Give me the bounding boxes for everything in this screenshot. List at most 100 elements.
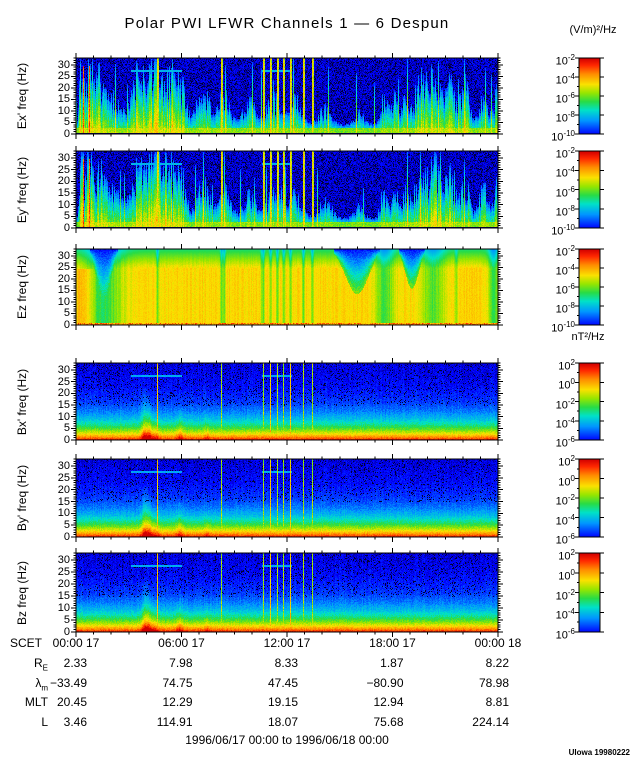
ephemeris-value: 18.07 xyxy=(267,715,298,730)
ephemeris-value: 74.75 xyxy=(162,675,193,690)
colorbar-tick-label: 10-6 xyxy=(555,184,575,200)
y-tick-label: 10 xyxy=(57,602,70,615)
spectrogram-canvas-ey xyxy=(76,151,498,228)
x-tick-label: 12:00 17 xyxy=(263,636,311,650)
y-tick-label: 20 xyxy=(57,387,70,400)
y-tick-label: 30 xyxy=(57,152,70,164)
magnetic-unit-label: nT²/Hz xyxy=(571,331,605,343)
y-tick-label: 30 xyxy=(57,364,70,376)
x-tick-label: 00:00 17 xyxy=(52,636,100,650)
colorbar-tick-label: 100 xyxy=(558,567,575,583)
colorbar-tick-label: 10-2 xyxy=(555,493,575,508)
ephemeris-row-label: MLT xyxy=(24,695,48,710)
spectrogram-canvas-by xyxy=(76,459,498,537)
y-tick-label: 20 xyxy=(57,272,70,285)
spectrogram-canvas-ex xyxy=(76,58,498,134)
colorbar-tick-label: 10-6 xyxy=(555,532,575,547)
colorbar-magnetic xyxy=(579,459,600,537)
y-tick-label: 0 xyxy=(63,626,70,638)
y-axis-label: Ex' freq (Hz) xyxy=(15,62,29,130)
colorbar-frame xyxy=(575,458,604,538)
ephemeris-value: 114.91 xyxy=(156,715,193,730)
y-axis-label: Ez freq (Hz) xyxy=(15,254,29,320)
colorbar-tick-label: 10-4 xyxy=(555,263,575,278)
x-tick-label: 06:00 17 xyxy=(158,636,205,650)
colorbar-tick-label: 10-10 xyxy=(551,129,575,144)
y-tick-label: 30 xyxy=(57,58,70,71)
y-tick-label: 0 xyxy=(63,434,70,446)
x-tick-label: 00:00 18 xyxy=(474,636,522,650)
y-tick-label: 15 xyxy=(57,93,70,106)
colorbar-electric xyxy=(579,249,600,325)
ephemeris-value: 1.87 xyxy=(380,656,404,670)
spectrogram-canvas-ez xyxy=(76,249,498,325)
colorbar-tick-label: 10-2 xyxy=(555,146,575,161)
y-tick-label: 5 xyxy=(63,307,70,320)
y-tick-label: 10 xyxy=(57,104,70,117)
colorbar-magnetic xyxy=(579,553,600,632)
ephemeris-value: 12.29 xyxy=(162,695,193,710)
colorbar-tick-label: 100 xyxy=(558,377,575,392)
colorbar-frame xyxy=(575,248,604,326)
y-tick-label: 10 xyxy=(57,198,70,211)
y-tick-label: 15 xyxy=(57,187,70,199)
time-range-label: 1996/06/17 00:00 to 1996/06/18 00:00 xyxy=(185,733,389,747)
y-tick-label: 25 xyxy=(57,261,70,274)
ephemeris-value: 19.15 xyxy=(267,695,298,710)
y-tick-label: 25 xyxy=(57,163,70,176)
y-tick-label: 10 xyxy=(57,507,70,520)
ephemeris-value: 8.81 xyxy=(485,695,509,710)
y-tick-label: 0 xyxy=(63,128,70,140)
spectrogram-canvas-bx xyxy=(76,363,498,440)
colorbar-tick-label: 10-4 xyxy=(555,165,575,180)
ephemeris-value: 7.98 xyxy=(169,656,193,670)
y-tick-label: 25 xyxy=(57,471,70,484)
colorbar-tick-label: 10-6 xyxy=(555,91,575,106)
colorbar-tick-label: 10-8 xyxy=(555,203,575,219)
colorbar-tick-label: 100 xyxy=(558,473,575,489)
panel-axes xyxy=(71,244,503,330)
colorbar-tick-label: 10-10 xyxy=(551,223,575,238)
colorbar-frame xyxy=(575,57,604,135)
ephemeris-value: 12.94 xyxy=(373,695,404,710)
colorbar-tick-label: 10-8 xyxy=(555,301,575,316)
colorbar-tick-label: 10-4 xyxy=(555,607,575,622)
y-tick-label: 5 xyxy=(63,116,70,129)
ephemeris-value: 2.33 xyxy=(63,656,87,670)
y-tick-label: 5 xyxy=(63,614,70,627)
ephemeris-row-label: RE xyxy=(33,656,48,673)
colorbar-tick-label: 10-6 xyxy=(555,282,575,297)
electric-unit-label: (V/m)²/Hz xyxy=(569,24,617,36)
ephemeris-value: 75.68 xyxy=(373,715,404,730)
colorbar-tick-label: 10-4 xyxy=(555,512,575,528)
colorbar-electric xyxy=(579,151,600,228)
spectrogram-canvas-bz xyxy=(76,553,498,632)
panel-axes xyxy=(71,53,503,139)
ephemeris-value: 3.46 xyxy=(63,715,87,730)
colorbar-frame xyxy=(575,552,604,633)
colorbar-frame xyxy=(575,150,604,229)
y-tick-label: 25 xyxy=(57,70,70,83)
panel-axes xyxy=(71,146,503,233)
y-tick-label: 20 xyxy=(57,175,70,188)
y-tick-label: 20 xyxy=(57,81,70,94)
colorbar-tick-label: 102 xyxy=(558,358,575,373)
y-tick-label: 30 xyxy=(57,460,70,473)
colorbar-tick-label: 10-2 xyxy=(555,53,575,68)
credit-label: UIowa 19980222 xyxy=(568,748,630,757)
y-tick-label: 25 xyxy=(57,566,70,579)
colorbar-tick-label: 10-6 xyxy=(555,435,575,450)
colorbar-tick-label: 10-10 xyxy=(551,320,575,335)
ephemeris-value: 8.22 xyxy=(485,656,509,670)
y-tick-label: 15 xyxy=(57,495,70,508)
y-tick-label: 25 xyxy=(57,375,70,388)
y-axis-label: Ey' freq (Hz) xyxy=(15,156,29,223)
y-tick-label: 5 xyxy=(63,422,70,435)
colorbar-tick-label: 10-6 xyxy=(555,627,575,642)
y-tick-label: 15 xyxy=(57,590,70,603)
ephemeris-value: 47.45 xyxy=(267,675,298,690)
colorbar-tick-label: 10-2 xyxy=(555,244,575,259)
y-tick-label: 5 xyxy=(63,519,70,532)
colorbar-frame xyxy=(575,362,604,441)
